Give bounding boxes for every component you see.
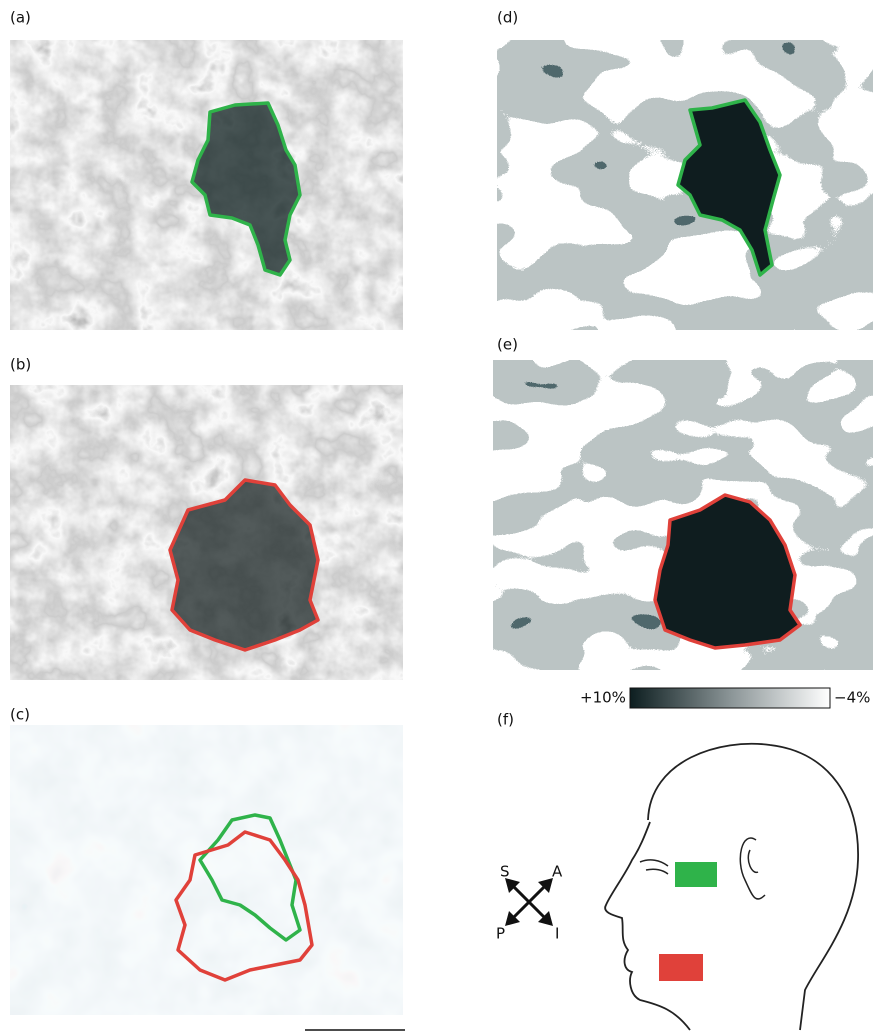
compass-label: P <box>496 925 505 943</box>
colorbar <box>630 688 830 708</box>
panel-label: (e) <box>497 336 518 354</box>
compass <box>510 883 548 921</box>
panel-label: (f) <box>497 711 514 729</box>
colorbar-label: +10% <box>580 689 626 707</box>
compass-label: A <box>552 863 563 881</box>
panel-label: (c) <box>10 706 30 724</box>
panel-label: (b) <box>10 356 31 374</box>
red-patch <box>659 954 703 981</box>
compass-label: I <box>555 925 559 943</box>
head-outline <box>605 744 858 1030</box>
panel-label: (d) <box>497 9 518 27</box>
panel-label: (a) <box>10 9 31 27</box>
figure: (a) (b) (c) (d) (e) +10% −4% (f) S A P I <box>0 0 875 1035</box>
compass-label: S <box>500 863 510 881</box>
colorbar-label: −4% <box>834 689 870 707</box>
green-patch <box>675 862 717 887</box>
